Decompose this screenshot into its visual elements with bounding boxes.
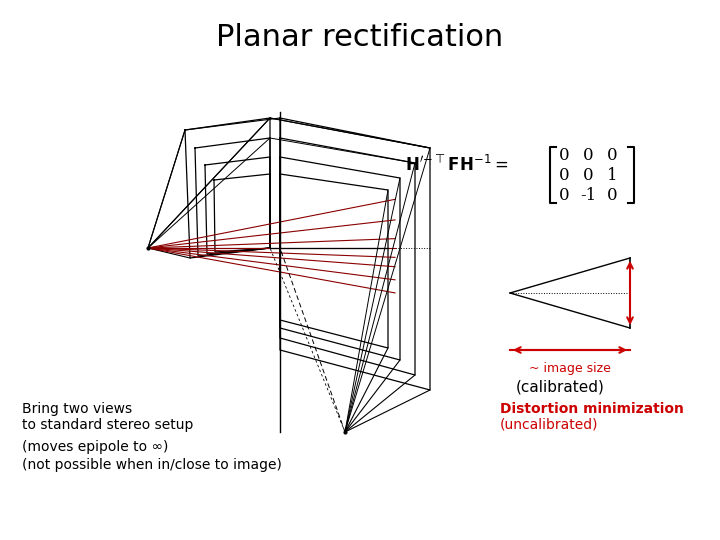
Text: to standard stereo setup: to standard stereo setup — [22, 418, 194, 432]
Text: 0: 0 — [607, 186, 617, 204]
Text: -1: -1 — [580, 186, 596, 204]
Text: 1: 1 — [607, 166, 617, 184]
Text: $\mathbf{H}'^{-\top}\mathbf{FH}^{-1} =$: $\mathbf{H}'^{-\top}\mathbf{FH}^{-1} =$ — [405, 155, 508, 175]
Text: 0: 0 — [559, 146, 570, 164]
Text: ~ image size: ~ image size — [529, 362, 611, 375]
Text: (moves epipole to ∞): (moves epipole to ∞) — [22, 440, 168, 454]
Text: (not possible when in/close to image): (not possible when in/close to image) — [22, 458, 282, 472]
Text: 0: 0 — [607, 146, 617, 164]
Text: Bring two views: Bring two views — [22, 402, 132, 416]
Text: 0: 0 — [582, 166, 593, 184]
Text: 0: 0 — [559, 166, 570, 184]
Text: 0: 0 — [582, 146, 593, 164]
Text: Planar rectification: Planar rectification — [217, 24, 503, 52]
Text: (calibrated): (calibrated) — [516, 380, 604, 395]
Text: 0: 0 — [559, 186, 570, 204]
Text: (uncalibrated): (uncalibrated) — [500, 418, 598, 432]
Text: Distortion minimization: Distortion minimization — [500, 402, 684, 416]
